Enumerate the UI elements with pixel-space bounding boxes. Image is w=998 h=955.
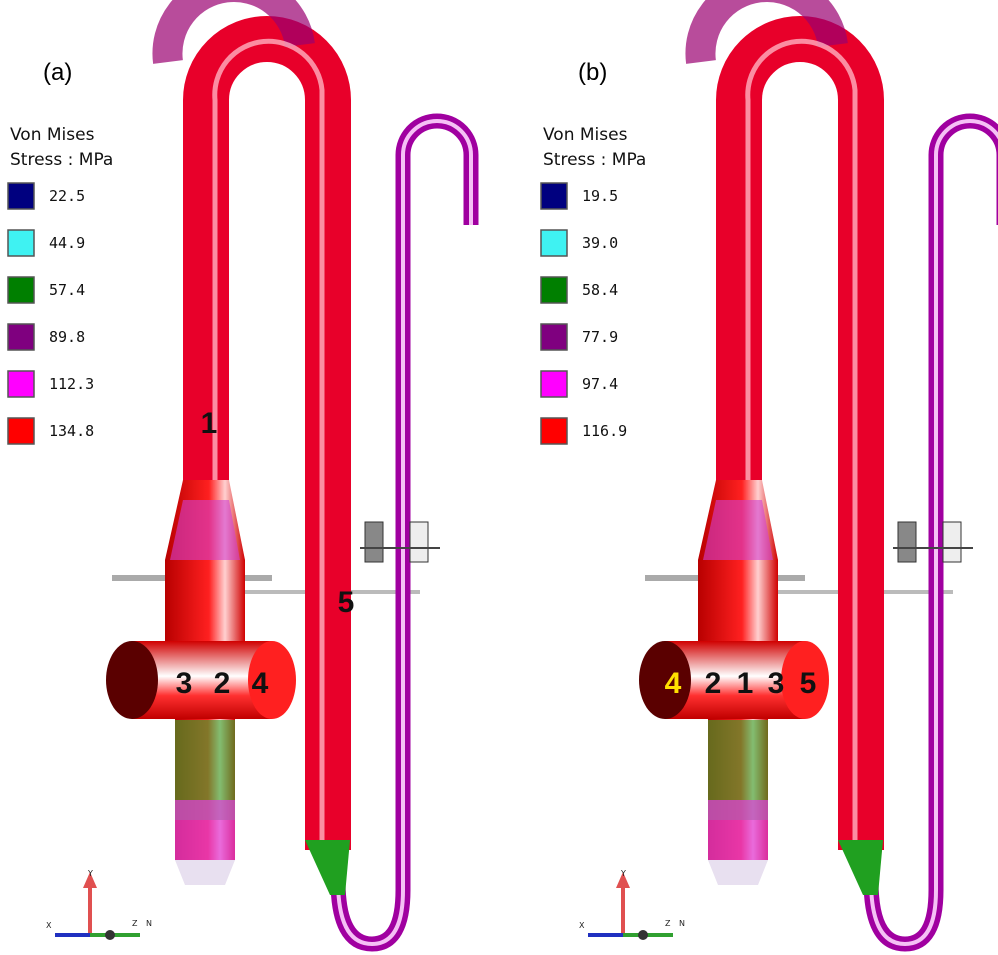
- legend-value: 39.0: [582, 234, 618, 252]
- legend-value: 44.9: [49, 234, 85, 252]
- point-label: 4: [252, 667, 269, 700]
- axis-label: X: [579, 921, 585, 930]
- legend-value: 22.5: [49, 187, 85, 205]
- point-label: 1: [737, 667, 754, 700]
- model-a: [55, 0, 471, 944]
- panel-label: (a): [43, 59, 72, 86]
- legend-value: 116.9: [582, 422, 627, 440]
- legend-swatch: [8, 183, 34, 209]
- point-label: 5: [338, 586, 355, 619]
- legend-value: 112.3: [49, 375, 94, 393]
- point-label: 4: [665, 667, 682, 700]
- point-label: 1: [201, 407, 218, 440]
- legend-swatch: [8, 324, 34, 350]
- legend-swatch: [8, 418, 34, 444]
- panel-label: (b): [578, 59, 607, 86]
- legend-title: Stress : MPa: [10, 150, 113, 170]
- legend-title: Stress : MPa: [543, 150, 646, 170]
- legend-swatch: [541, 277, 567, 303]
- legend-swatch: [8, 230, 34, 256]
- axis-label: Z: [665, 919, 671, 928]
- legend-value: 58.4: [582, 281, 618, 299]
- axis-label: N: [679, 919, 685, 928]
- point-label: 3: [768, 667, 785, 700]
- point-label: 2: [214, 667, 231, 700]
- point-label: 2: [705, 667, 722, 700]
- legend-value: 89.8: [49, 328, 85, 346]
- axis-label: N: [146, 919, 152, 928]
- legend-swatch: [8, 277, 34, 303]
- axis-label: Y: [620, 869, 626, 878]
- legend-value: 134.8: [49, 422, 94, 440]
- legend-title: Von Mises: [543, 125, 628, 145]
- legend-value: 57.4: [49, 281, 85, 299]
- legend-title: Von Mises: [10, 125, 95, 145]
- legend-swatch: [541, 183, 567, 209]
- legend-value: 97.4: [582, 375, 618, 393]
- panel-b: (b) Von Mises Stress : MPa 4 2 1 3 5 Y X…: [541, 59, 816, 930]
- legend-swatch: [541, 371, 567, 397]
- model-b: [588, 0, 998, 944]
- legend-swatch: [541, 324, 567, 350]
- figure: (a) Von Mises Stress : MPa 1 5 3 2 4 Y X…: [0, 0, 998, 955]
- legend-swatch: [541, 418, 567, 444]
- axis-label: Y: [87, 869, 93, 878]
- point-label: 3: [176, 667, 193, 700]
- legend-value: 19.5: [582, 187, 618, 205]
- point-label: 5: [800, 667, 817, 700]
- axis-label: X: [46, 921, 52, 930]
- axis-label: Z: [132, 919, 138, 928]
- legend-value: 77.9: [582, 328, 618, 346]
- legend-swatch: [8, 371, 34, 397]
- legend-swatch: [541, 230, 567, 256]
